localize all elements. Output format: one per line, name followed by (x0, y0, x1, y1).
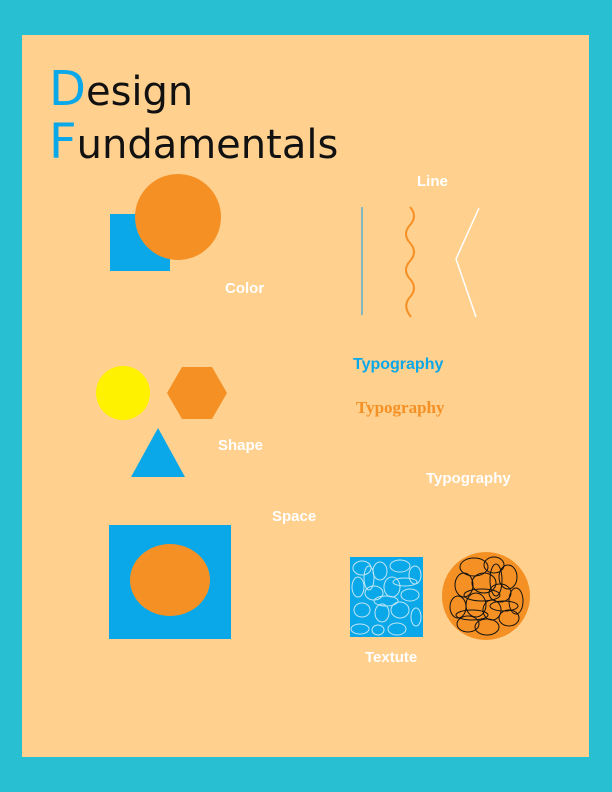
yellow-circle (96, 366, 150, 420)
label-shape: Shape (218, 437, 264, 454)
texture-circle (442, 552, 530, 640)
space-circle (130, 544, 210, 616)
texture-icon (350, 557, 423, 637)
label-space: Space (272, 508, 317, 525)
title-line-1: Design (49, 65, 193, 113)
blue-triangle (131, 428, 185, 477)
wavy-line (405, 206, 415, 318)
line-styles-icon (361, 206, 480, 318)
poster: Design Fundamentals Color Line Shape Spa… (22, 35, 589, 757)
label-line: Line (417, 173, 448, 190)
texture-circle-icon (442, 552, 530, 640)
artwork (96, 174, 530, 640)
orange-hexagon (167, 367, 227, 419)
title-line-2: Fundamentals (49, 118, 338, 166)
space-icon (109, 525, 231, 639)
label-color: Color (225, 280, 265, 297)
title-word-undamentals: undamentals (76, 122, 339, 168)
label-texture: Textute (365, 649, 418, 666)
typography-sample-orange: Typography (356, 398, 445, 417)
bent-line (455, 207, 480, 318)
color-circle (135, 174, 221, 260)
typography-sample-white: Typography (426, 470, 511, 487)
color-icon (110, 174, 221, 271)
title-initial-d: D (49, 61, 86, 117)
title-initial-f: F (49, 114, 77, 170)
title-word-esign: esign (85, 69, 194, 115)
shapes-icon (96, 366, 227, 477)
typography-sample-blue: Typography (353, 356, 444, 373)
